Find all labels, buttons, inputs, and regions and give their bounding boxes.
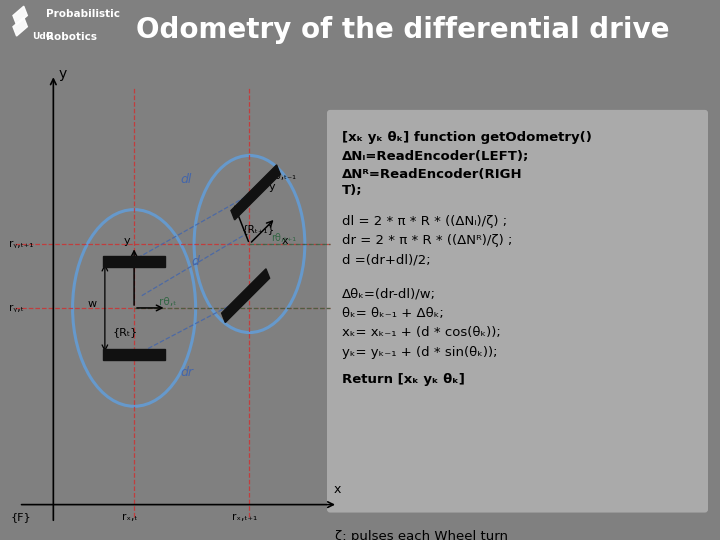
Text: rₓ,ₜ: rₓ,ₜ bbox=[122, 512, 138, 522]
Text: rθ,ₜ₋₁: rθ,ₜ₋₁ bbox=[271, 171, 296, 181]
Text: {F}: {F} bbox=[11, 512, 32, 522]
FancyBboxPatch shape bbox=[327, 110, 708, 512]
Text: x: x bbox=[282, 236, 289, 246]
Polygon shape bbox=[13, 17, 27, 36]
Text: UdG: UdG bbox=[32, 31, 53, 40]
Text: ΔNₗ=ReadEncoder(LEFT);: ΔNₗ=ReadEncoder(LEFT); bbox=[342, 150, 529, 163]
Text: T);: T); bbox=[342, 184, 363, 197]
Text: ζ: pulses each Wheel turn: ζ: pulses each Wheel turn bbox=[335, 530, 508, 540]
Text: rθ,ₜ: rθ,ₜ bbox=[158, 297, 176, 307]
Text: y: y bbox=[124, 236, 131, 246]
Text: θₖ= θₖ₋₁ + Δθₖ;: θₖ= θₖ₋₁ + Δθₖ; bbox=[342, 307, 444, 320]
Text: Return [xₖ yₖ θₖ]: Return [xₖ yₖ θₖ] bbox=[342, 373, 465, 386]
Text: rₓ,ₜ₊₁: rₓ,ₜ₊₁ bbox=[233, 512, 258, 522]
Text: Robotics: Robotics bbox=[46, 32, 97, 42]
Text: dr = 2 * π * R * ((ΔNᴿ)/ζ) ;: dr = 2 * π * R * ((ΔNᴿ)/ζ) ; bbox=[342, 234, 513, 247]
Text: d =(dr+dl)/2;: d =(dr+dl)/2; bbox=[342, 253, 431, 266]
Polygon shape bbox=[104, 256, 165, 267]
Polygon shape bbox=[231, 165, 280, 220]
Text: x: x bbox=[334, 483, 341, 496]
Text: rᵧ,ₜ: rᵧ,ₜ bbox=[9, 303, 24, 313]
Text: {Rₜ}: {Rₜ} bbox=[112, 328, 138, 338]
Text: yₖ= yₖ₋₁ + (d * sin(θₖ));: yₖ= yₖ₋₁ + (d * sin(θₖ)); bbox=[342, 346, 498, 359]
Text: w: w bbox=[88, 299, 97, 309]
Text: dr: dr bbox=[180, 366, 193, 379]
Text: y: y bbox=[269, 182, 275, 192]
Polygon shape bbox=[13, 6, 27, 25]
Polygon shape bbox=[104, 349, 165, 360]
Text: y: y bbox=[59, 66, 67, 80]
Text: {Rₜ₊₁}: {Rₜ₊₁} bbox=[242, 224, 275, 234]
Text: Odometry of the differential drive: Odometry of the differential drive bbox=[137, 16, 670, 44]
Text: Δθₖ=(dr-dl)/w;: Δθₖ=(dr-dl)/w; bbox=[342, 288, 436, 301]
Text: dl = 2 * π * R * ((ΔNₗ)/ζ) ;: dl = 2 * π * R * ((ΔNₗ)/ζ) ; bbox=[342, 214, 507, 228]
Text: [xₖ yₖ θₖ] function getOdometry(): [xₖ yₖ θₖ] function getOdometry() bbox=[342, 131, 592, 144]
Text: rᵧ,ₜ₊₁: rᵧ,ₜ₊₁ bbox=[9, 239, 33, 249]
Polygon shape bbox=[222, 269, 269, 322]
Text: xₖ= xₖ₋₁ + (d * cos(θₖ));: xₖ= xₖ₋₁ + (d * cos(θₖ)); bbox=[342, 327, 500, 340]
Text: rθ,ₜ₊₁: rθ,ₜ₊₁ bbox=[271, 233, 296, 243]
Text: ΔNᴿ=ReadEncoder(RIGH: ΔNᴿ=ReadEncoder(RIGH bbox=[342, 168, 523, 181]
Text: Probabilistic: Probabilistic bbox=[46, 9, 120, 19]
Text: d: d bbox=[192, 255, 199, 268]
Text: dl: dl bbox=[180, 173, 192, 186]
